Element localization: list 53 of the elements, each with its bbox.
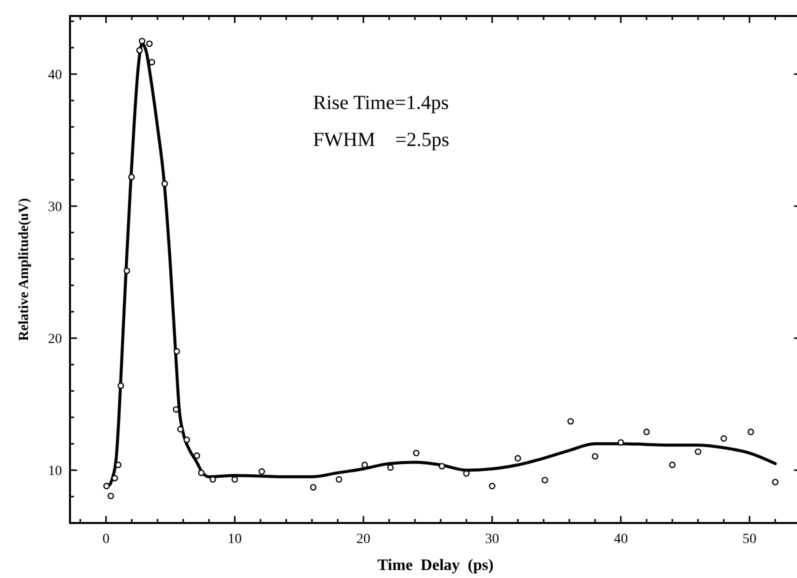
point (387, 464, 394, 471)
x-tick-label: 30 (485, 532, 500, 547)
point (310, 484, 316, 491)
point (128, 174, 135, 180)
point (412, 450, 420, 456)
point (161, 180, 168, 187)
y-tick-label: 10 (48, 464, 62, 480)
y-axis-title: Relative Amplitude(uV) (17, 198, 32, 341)
point (669, 462, 676, 468)
point (138, 38, 146, 44)
point (567, 418, 574, 425)
point (112, 474, 118, 482)
point (172, 406, 180, 413)
x-tick-label: 40 (614, 532, 628, 547)
point (177, 426, 184, 432)
y-tick-label: 30 (48, 200, 62, 216)
point (118, 382, 124, 389)
point (136, 47, 143, 54)
point (184, 436, 190, 444)
point (210, 476, 216, 483)
point (720, 435, 728, 442)
point (336, 476, 342, 483)
x-tick-label: 20 (356, 532, 370, 547)
point (438, 462, 446, 470)
point (748, 428, 754, 436)
point (198, 470, 205, 476)
point (108, 492, 114, 500)
x-tick-label: 10 (228, 532, 242, 547)
point (124, 268, 130, 274)
x-tick-label: 50 (742, 532, 757, 547)
point (115, 462, 122, 468)
point (694, 448, 702, 455)
point (361, 462, 368, 468)
x-tick-label: 0 (102, 532, 110, 547)
point (772, 478, 779, 486)
point (643, 428, 650, 436)
y-tick-label: 20 (48, 332, 62, 348)
point (146, 40, 153, 47)
point (103, 482, 110, 490)
point (231, 476, 238, 483)
point (148, 58, 156, 66)
point (258, 468, 266, 475)
annotation: FWHM =2.5ps (313, 129, 450, 151)
point (514, 455, 522, 462)
point (592, 453, 598, 460)
x-axis-title: Time Delay (ps) (377, 557, 494, 574)
point (488, 482, 496, 490)
point (174, 348, 180, 355)
point (618, 439, 624, 446)
y-tick-label: 40 (48, 68, 62, 84)
point (194, 452, 200, 459)
annotation: Rise Time=1.4ps (313, 92, 449, 114)
point (542, 476, 548, 484)
